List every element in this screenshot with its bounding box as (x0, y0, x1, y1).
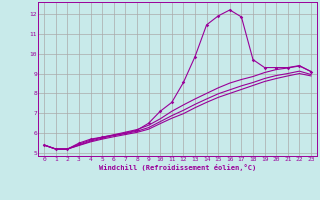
X-axis label: Windchill (Refroidissement éolien,°C): Windchill (Refroidissement éolien,°C) (99, 164, 256, 171)
